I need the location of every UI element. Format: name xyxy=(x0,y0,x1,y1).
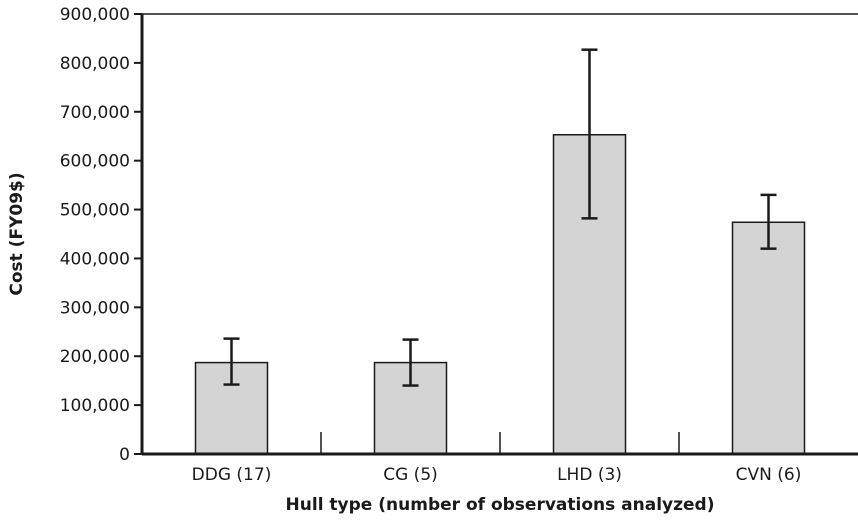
error-bars xyxy=(223,48,777,387)
y-tick-label: 700,000 xyxy=(60,103,130,123)
y-axis-title: Cost (FY09$) xyxy=(7,172,27,295)
bar xyxy=(731,221,806,455)
bars xyxy=(194,134,806,455)
y-tick-label: 600,000 xyxy=(60,152,130,172)
y-tick-label: 200,000 xyxy=(60,347,130,367)
x-axis-title: Hull type (number of observations analyz… xyxy=(286,495,715,515)
x-tick-label: LHD (3) xyxy=(557,465,622,485)
x-tick-label: CG (5) xyxy=(383,465,438,485)
y-tick-label: 300,000 xyxy=(60,298,130,318)
y-tick-label: 400,000 xyxy=(60,249,130,269)
y-tick-label: 0 xyxy=(119,445,130,465)
x-axis-ticks: DDG (17) CG (5) LHD (3) CVN (6) xyxy=(192,432,802,485)
y-tick-label: 500,000 xyxy=(60,201,130,221)
x-tick-label: DDG (17) xyxy=(192,465,272,485)
y-tick-label: 100,000 xyxy=(60,396,130,416)
x-tick-label: CVN (6) xyxy=(736,465,802,485)
y-tick-label: 900,000 xyxy=(60,5,130,25)
y-tick-label: 800,000 xyxy=(60,54,130,74)
y-axis-ticks: 0 100,000 200,000 300,000 400,000 500,000 600,… xyxy=(60,5,142,465)
